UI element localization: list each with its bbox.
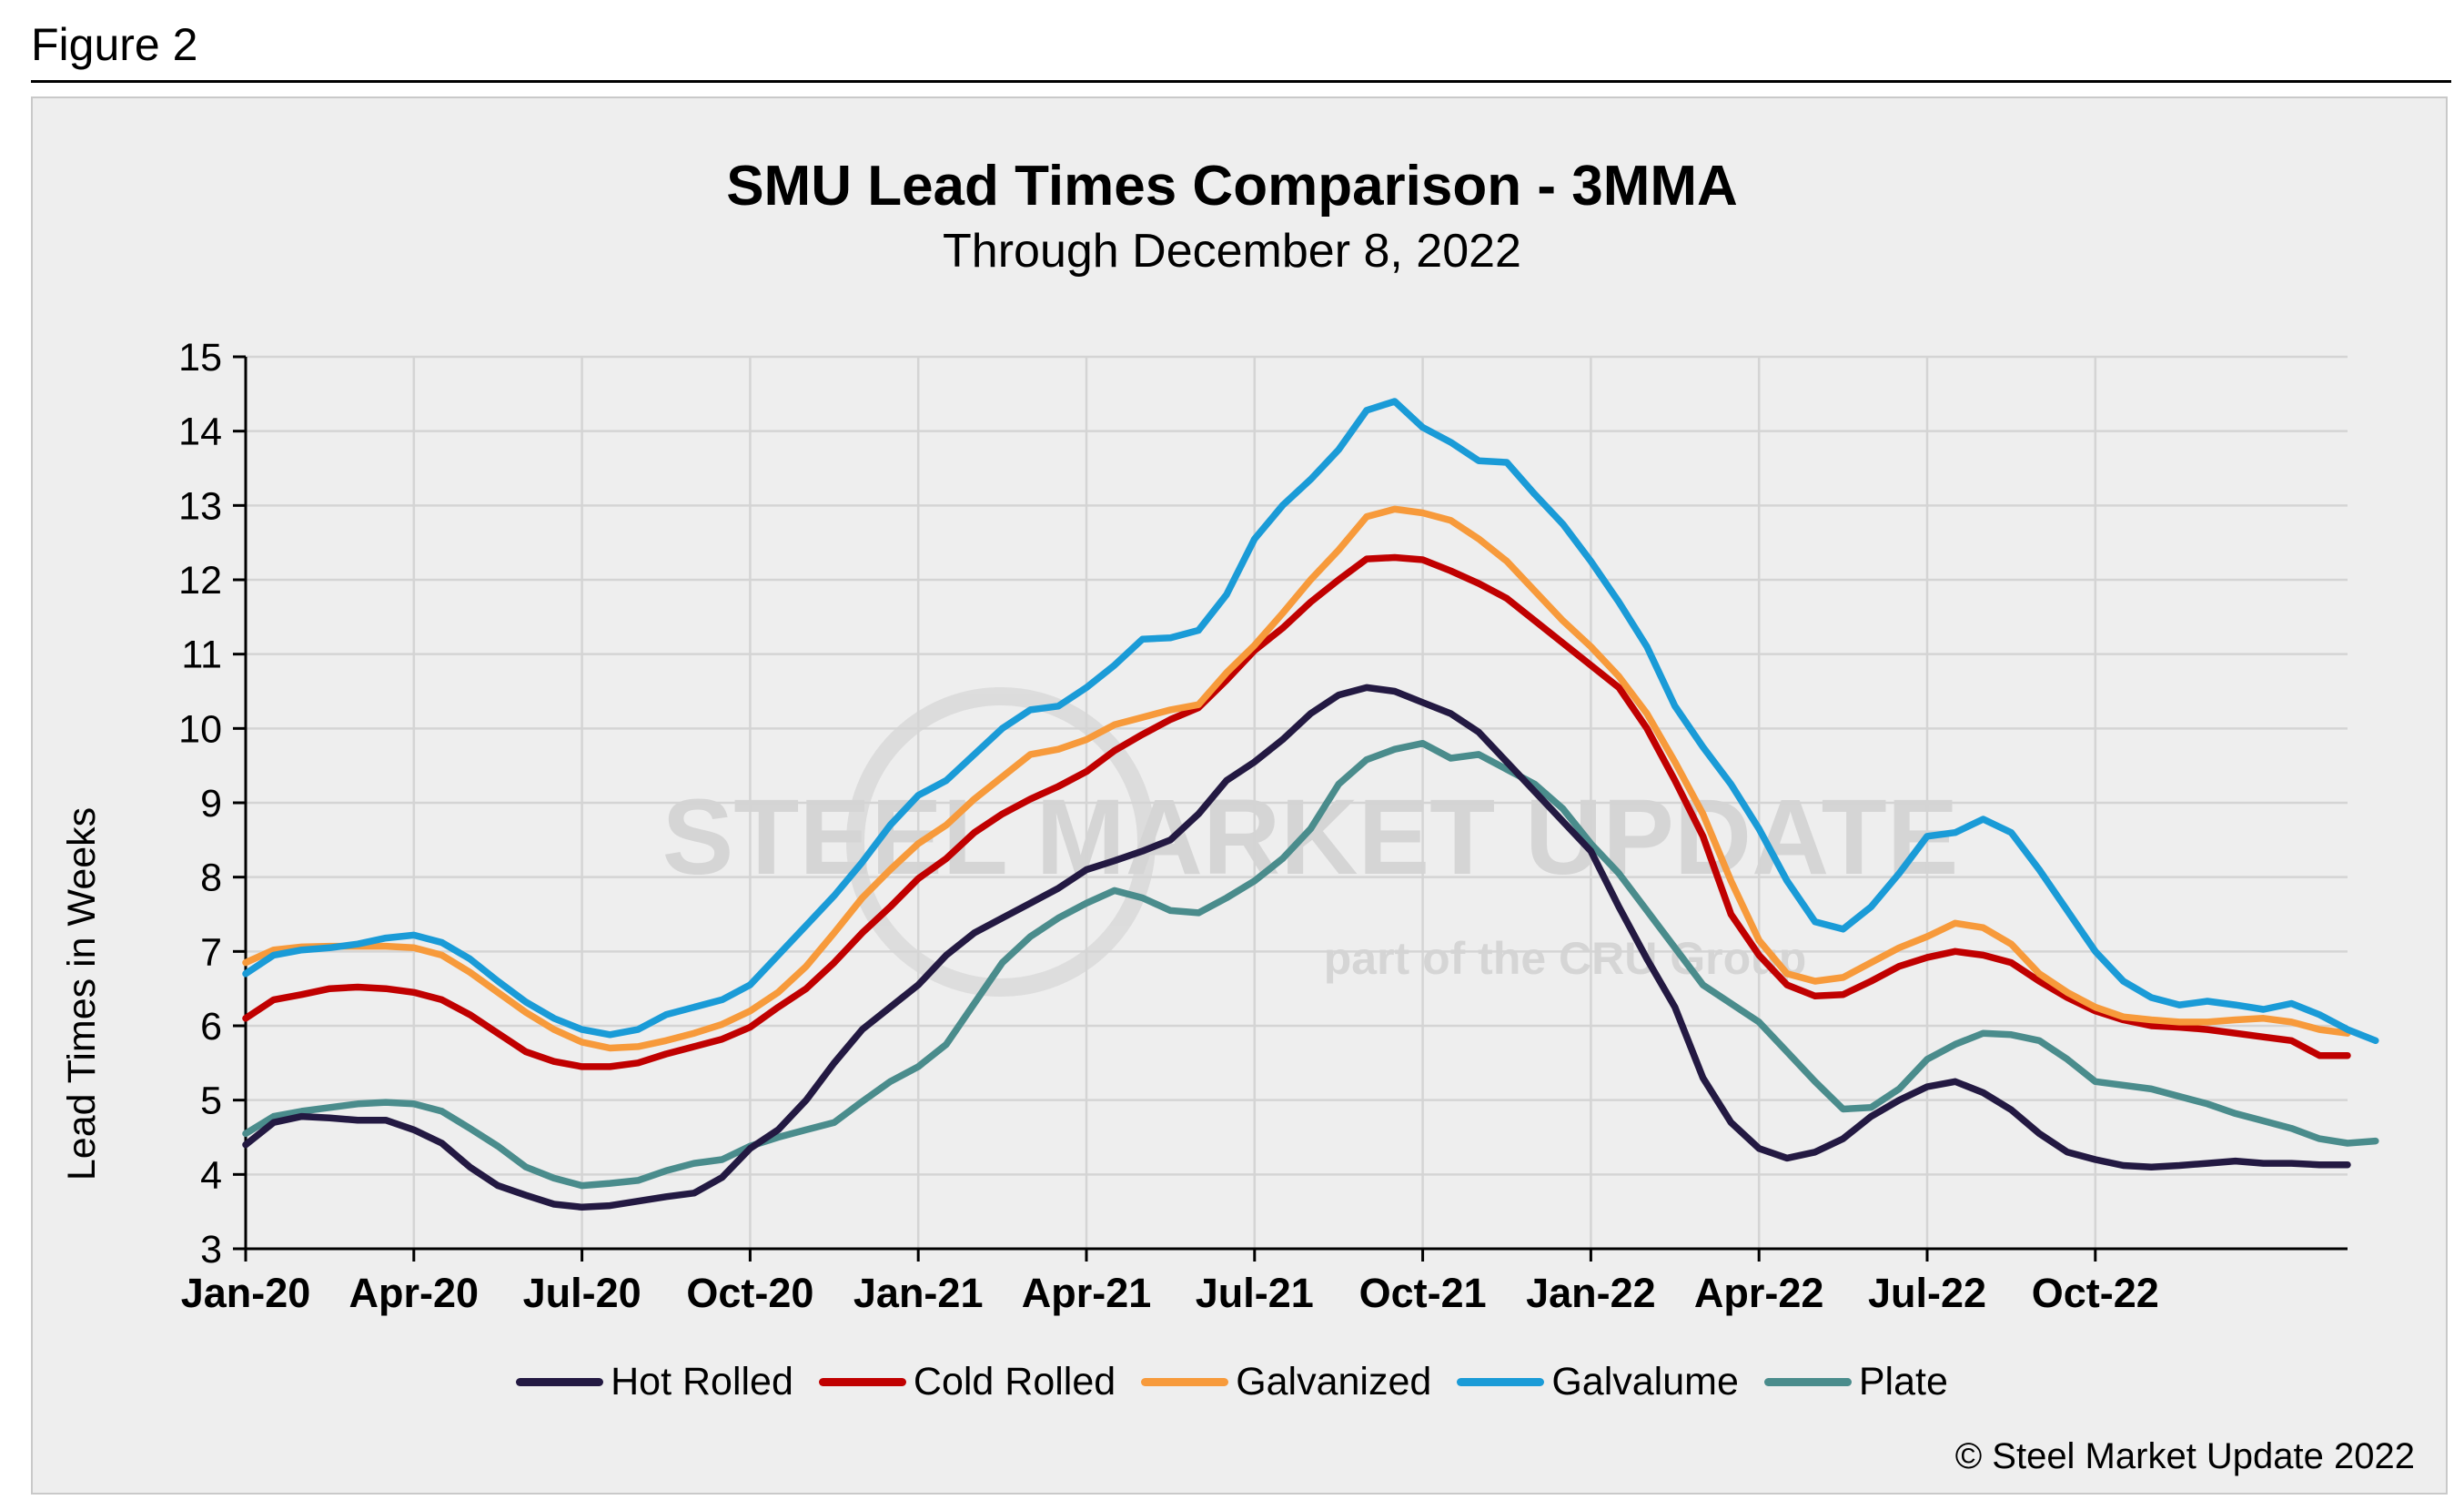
x-tick-label: Jul-21 xyxy=(1196,1270,1314,1316)
legend-item: Galvanized xyxy=(1141,1354,1431,1409)
series-lines xyxy=(242,398,2379,1211)
grid-lines xyxy=(246,355,2348,1249)
legend-item: Hot Rolled xyxy=(516,1354,793,1409)
series-line-galvalume xyxy=(242,398,2379,1045)
y-tick-label: 3 xyxy=(200,1228,222,1272)
x-tick-label: Apr-22 xyxy=(1694,1270,1824,1316)
watermark-swoosh-icon xyxy=(846,687,1156,997)
x-tick-label: Jan-21 xyxy=(853,1270,984,1316)
x-tick-label: Jan-20 xyxy=(181,1270,311,1316)
figure-divider xyxy=(31,80,2451,83)
legend-label: Hot Rolled xyxy=(611,1360,793,1404)
chart-title: SMU Lead Times Comparison - 3MMA xyxy=(726,155,1738,218)
y-tick-label: 9 xyxy=(200,782,222,826)
legend-swatch xyxy=(1457,1377,1545,1386)
series-line-cold-rolled xyxy=(242,553,2351,1070)
y-tick-labels: 3 4 5 6 7 8 9 10 11 12 13 14 15 xyxy=(178,336,222,1272)
y-axis-label: Lead Times in Weeks xyxy=(60,807,104,1181)
copyright-note: © Steel Market Update 2022 xyxy=(1954,1436,2415,1476)
y-tick-label: 8 xyxy=(200,856,222,900)
y-tick-label: 12 xyxy=(178,559,222,603)
x-tick-label: Oct-22 xyxy=(2032,1270,2159,1316)
chart-panel xyxy=(31,96,2448,1495)
y-tick-label: 4 xyxy=(200,1153,222,1197)
legend-item: Plate xyxy=(1763,1354,1948,1409)
legend-label: Cold Rolled xyxy=(913,1360,1116,1404)
legend-label: Plate xyxy=(1858,1360,1948,1404)
legend: Hot Rolled Cold Rolled Galvanized Galvalume… xyxy=(0,1354,2464,1409)
series-line-plate xyxy=(242,739,2379,1190)
chart-subtitle: Through December 8, 2022 xyxy=(943,225,1521,278)
x-tick-label: Jul-22 xyxy=(1868,1270,1986,1316)
x-tick-label: Apr-21 xyxy=(1022,1270,1152,1316)
legend-swatch xyxy=(818,1377,906,1386)
legend-item: Galvalume xyxy=(1457,1354,1739,1409)
x-tick-label: Oct-21 xyxy=(1359,1270,1487,1316)
legend-item: Cold Rolled xyxy=(818,1354,1116,1409)
y-tick-label: 10 xyxy=(178,707,222,751)
x-tick-label: Jul-20 xyxy=(523,1270,641,1316)
x-tick-label: Oct-20 xyxy=(686,1270,813,1316)
x-tick-label: Jan-22 xyxy=(1526,1270,1656,1316)
y-tick-label: 7 xyxy=(200,930,222,974)
legend-label: Galvanized xyxy=(1236,1360,1432,1404)
watermark-subtext: part of the CRU Group xyxy=(1324,933,1807,984)
x-tick-label: Apr-20 xyxy=(349,1270,480,1316)
y-tick-label: 13 xyxy=(178,484,222,528)
y-tick-label: 15 xyxy=(178,336,222,380)
legend-label: Galvalume xyxy=(1551,1360,1739,1404)
series-line-hot-rolled xyxy=(242,684,2351,1211)
legend-swatch xyxy=(1141,1377,1229,1386)
legend-swatch xyxy=(516,1377,604,1386)
series-line-galvanized xyxy=(242,505,2351,1052)
y-tick-label: 11 xyxy=(181,633,222,677)
y-tick-label: 14 xyxy=(178,410,222,454)
y-tick-label: 6 xyxy=(200,1005,222,1049)
axes xyxy=(233,355,2348,1262)
legend-swatch xyxy=(1763,1377,1852,1386)
x-tick-labels: Jan-20 Apr-20 Jul-20 Oct-20 Jan-21 Apr-21 Jul-… xyxy=(181,1270,2159,1316)
figure-label: Figure 2 xyxy=(31,19,198,70)
y-tick-label: 5 xyxy=(200,1079,222,1123)
